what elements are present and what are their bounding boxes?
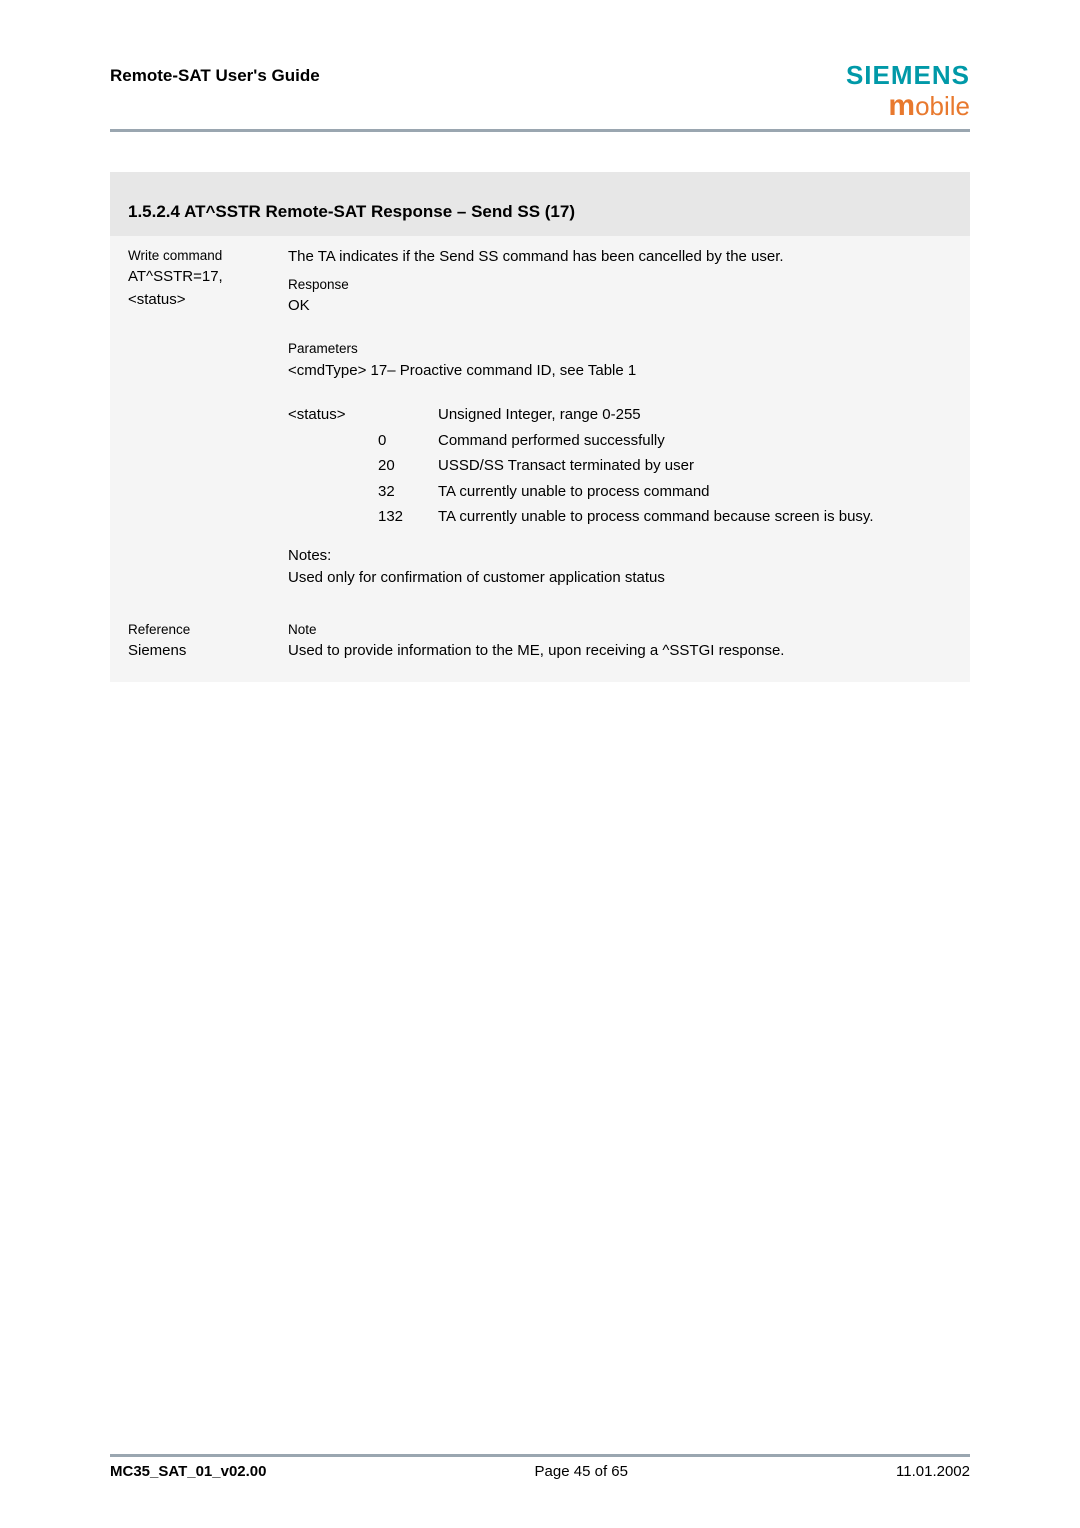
status-desc: TA currently unable to process command b… xyxy=(438,506,952,529)
write-command-label: Write command xyxy=(128,246,252,266)
logo-mobile: mobile xyxy=(846,91,970,121)
write-command-line3: <status> xyxy=(128,289,252,312)
reference-cell: Reference Siemens xyxy=(110,610,270,683)
status-code: 0 xyxy=(378,430,438,453)
table-row: Reference Siemens Note Used to provide i… xyxy=(110,610,970,683)
command-table: Write command AT^SSTR=17, <status> The T… xyxy=(110,236,970,682)
header-rule xyxy=(110,129,970,132)
note-cell: Note Used to provide information to the … xyxy=(270,610,970,683)
cmdtype-text: <cmdType> 17– Proactive command ID, see … xyxy=(288,360,952,383)
footer-rule xyxy=(110,1454,970,1457)
notes-label: Notes: xyxy=(288,545,952,568)
footer-date: 11.01.2002 xyxy=(896,1463,970,1480)
reference-label: Reference xyxy=(128,620,252,640)
table-row: Write command AT^SSTR=17, <status> The T… xyxy=(110,236,970,610)
status-code: 20 xyxy=(378,455,438,478)
footer-row: MC35_SAT_01_v02.00 Page 45 of 65 11.01.2… xyxy=(110,1463,970,1480)
status-grid: <status> Unsigned Integer, range 0-255 0… xyxy=(288,404,952,529)
write-command-line2: AT^SSTR=17, xyxy=(128,266,252,289)
logo-mobile-rest: obile xyxy=(915,91,970,121)
status-param-label: <status> xyxy=(288,404,378,427)
page-footer: MC35_SAT_01_v02.00 Page 45 of 65 11.01.2… xyxy=(110,1454,970,1480)
footer-page-number: Page 45 of 65 xyxy=(535,1463,628,1480)
footer-doc-id: MC35_SAT_01_v02.00 xyxy=(110,1463,267,1480)
logo-siemens: SIEMENS xyxy=(846,60,970,91)
section-heading: 1.5.2.4 AT^SSTR Remote-SAT Response – Se… xyxy=(110,172,970,236)
write-command-cell: Write command AT^SSTR=17, <status> xyxy=(110,236,270,610)
status-intro: Unsigned Integer, range 0-255 xyxy=(438,404,952,427)
status-desc: USSD/SS Transact terminated by user xyxy=(438,455,952,478)
parameters-label: Parameters xyxy=(288,339,952,359)
response-label: Response xyxy=(288,275,952,295)
page-header: Remote-SAT User's Guide SIEMENS mobile xyxy=(110,60,970,121)
status-code: 132 xyxy=(378,506,438,529)
notes-text: Used only for confirmation of customer a… xyxy=(288,567,952,590)
note-label: Note xyxy=(288,620,952,640)
note-text: Used to provide information to the ME, u… xyxy=(288,640,952,663)
status-desc: TA currently unable to process command xyxy=(438,481,952,504)
status-code: 32 xyxy=(378,481,438,504)
reference-value: Siemens xyxy=(128,640,252,663)
header-title: Remote-SAT User's Guide xyxy=(110,60,320,86)
logo: SIEMENS mobile xyxy=(846,60,970,121)
status-desc: Command performed successfully xyxy=(438,430,952,453)
description-cell: The TA indicates if the Send SS command … xyxy=(270,236,970,610)
intro-text: The TA indicates if the Send SS command … xyxy=(288,246,952,269)
response-value: OK xyxy=(288,295,952,318)
logo-m: m xyxy=(888,89,915,122)
